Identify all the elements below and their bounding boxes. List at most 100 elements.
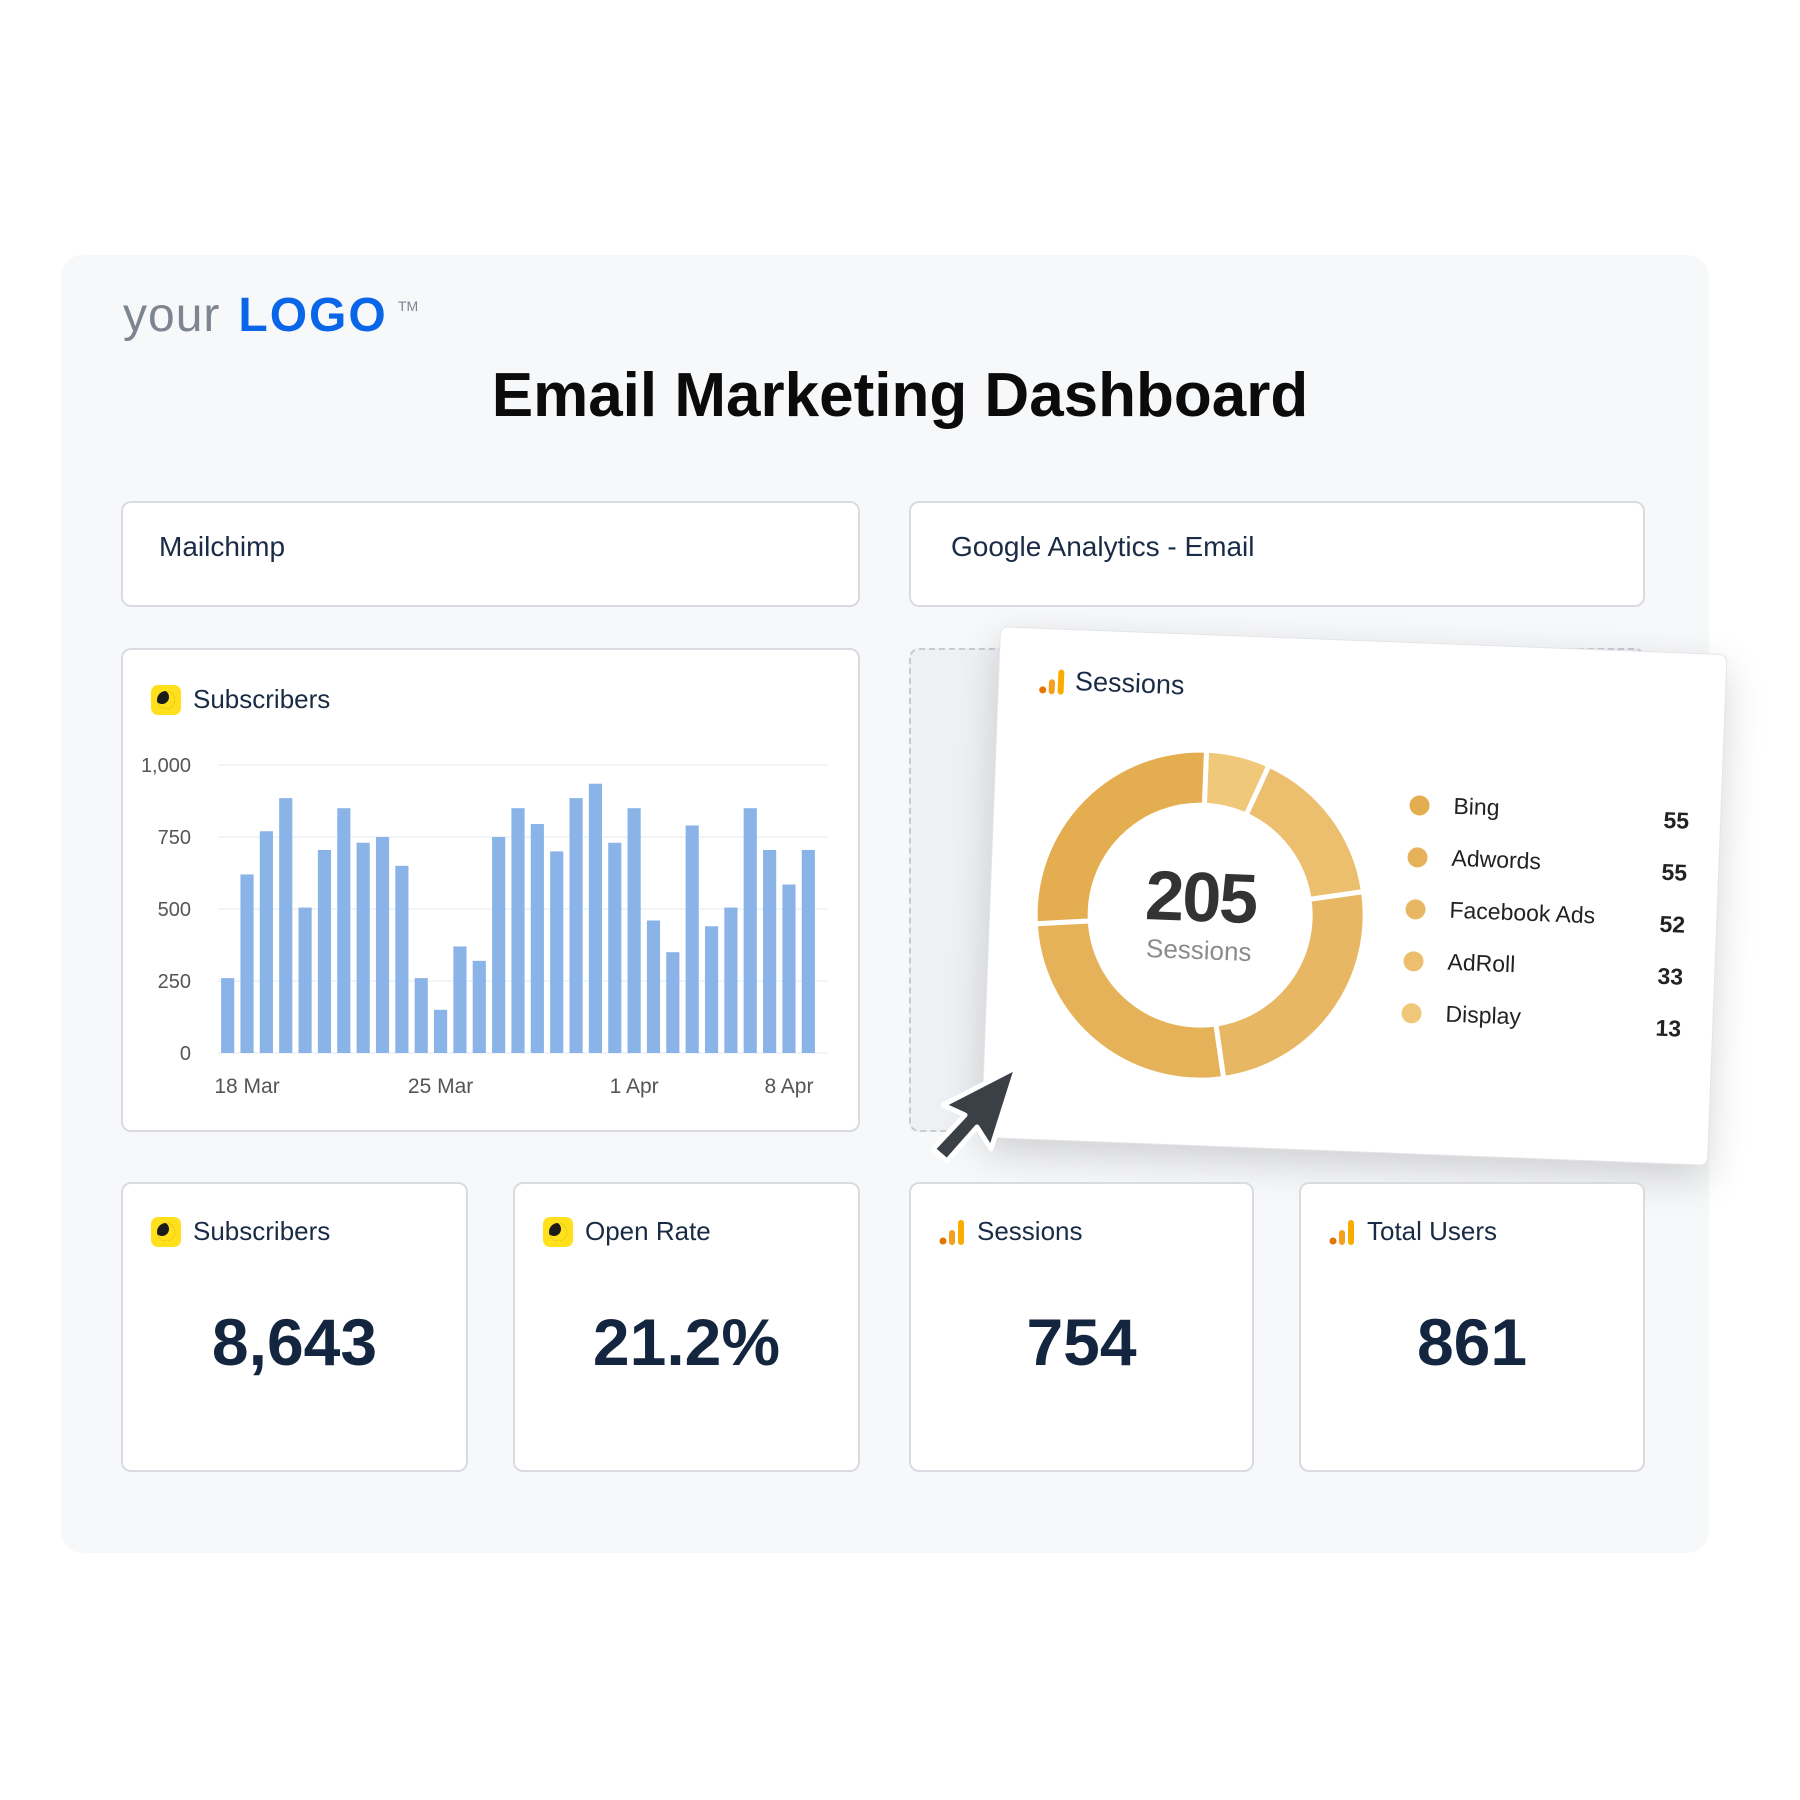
kpi-card-open-rate[interactable]: Open Rate 21.2% bbox=[513, 1182, 860, 1472]
sessions-donut-chart bbox=[1030, 744, 1368, 1083]
page-title: Email Marketing Dashboard bbox=[491, 361, 1309, 430]
donut-slice-bing[interactable] bbox=[1032, 744, 1210, 930]
y-tick-label: 750 bbox=[158, 827, 191, 849]
legend-dot bbox=[1409, 795, 1430, 816]
legend-label: Display bbox=[1445, 1000, 1522, 1030]
kpi-card-total-users[interactable]: Total Users 861 bbox=[1299, 1182, 1645, 1472]
subscriber-bar[interactable] bbox=[646, 920, 661, 1053]
sessions-widget-dragging[interactable]: Sessions 205 Sessions Bing 55 Adwords 55 Fac… bbox=[980, 626, 1728, 1166]
subscriber-bar[interactable] bbox=[434, 1009, 448, 1053]
legend-value: 55 bbox=[1663, 806, 1690, 834]
legend-item: Display 13 bbox=[1400, 999, 1682, 1062]
subscriber-bar[interactable] bbox=[279, 798, 293, 1053]
y-tick-label: 1,000 bbox=[141, 755, 191, 777]
legend-dot bbox=[1401, 1002, 1422, 1024]
subscribers-chart-title: Subscribers bbox=[151, 684, 330, 715]
subscriber-bar[interactable] bbox=[511, 808, 525, 1053]
legend-label: Bing bbox=[1453, 792, 1501, 821]
kpi-title-sessions: Sessions bbox=[939, 1216, 1083, 1247]
kpi-value-total-users: 861 bbox=[1416, 1305, 1528, 1379]
subscriber-bar[interactable] bbox=[317, 849, 332, 1053]
logo-your-text: your bbox=[123, 289, 221, 342]
kpi-value-subscribers: 8,643 bbox=[211, 1305, 378, 1379]
subscriber-bar[interactable] bbox=[743, 808, 757, 1053]
subscriber-bar[interactable] bbox=[259, 831, 273, 1053]
subscribers-bar-chart: 1,000 750 500 250 0 18 Mar 25 Mar 1 Apr 8 Apr bbox=[141, 755, 828, 1098]
y-tick-label: 500 bbox=[158, 899, 191, 921]
x-tick-label: 8 Apr bbox=[764, 1075, 813, 1098]
legend-label: Adwords bbox=[1451, 844, 1542, 875]
kpi-card-sessions[interactable]: Sessions 754 bbox=[909, 1182, 1254, 1472]
section-label-mailchimp: Mailchimp bbox=[159, 531, 286, 562]
legend-value: 13 bbox=[1655, 1014, 1682, 1042]
legend-label: AdRoll bbox=[1447, 948, 1516, 978]
analytics-icon bbox=[939, 1219, 964, 1245]
subscriber-bar[interactable] bbox=[608, 842, 622, 1053]
x-tick-label: 18 Mar bbox=[214, 1075, 279, 1098]
legend-dot bbox=[1407, 847, 1428, 868]
legend-value: 52 bbox=[1659, 910, 1686, 938]
subscribers-chart-card[interactable]: Subscribers 1,000 750 500 250 0 18 Mar 25 Mar 1… bbox=[121, 648, 860, 1132]
subscriber-bar[interactable] bbox=[298, 907, 312, 1053]
legend-dot bbox=[1405, 898, 1426, 920]
subscriber-bar[interactable] bbox=[240, 874, 254, 1053]
kpi-title-text: Open Rate bbox=[585, 1216, 711, 1246]
subscriber-bar[interactable] bbox=[782, 884, 796, 1053]
kpi-title-text: Sessions bbox=[977, 1216, 1083, 1246]
mailchimp-icon bbox=[151, 684, 181, 715]
sessions-donut: 205 Sessions bbox=[1024, 739, 1377, 1092]
kpi-title-total-users: Total Users bbox=[1329, 1216, 1497, 1247]
logo-mark-text: LOGO bbox=[238, 289, 388, 342]
kpi-title-text: Total Users bbox=[1367, 1216, 1498, 1246]
y-tick-label: 250 bbox=[158, 971, 191, 993]
kpi-title-subscribers: Subscribers bbox=[151, 1216, 330, 1247]
subscriber-bar[interactable] bbox=[588, 783, 602, 1053]
sessions-widget-title-text: Sessions bbox=[1074, 666, 1186, 701]
subscriber-bar[interactable] bbox=[801, 849, 815, 1053]
mailchimp-icon bbox=[151, 1216, 181, 1247]
subscribers-chart-title-text: Subscribers bbox=[193, 684, 331, 714]
subscriber-bar[interactable] bbox=[666, 952, 680, 1053]
subscriber-bar[interactable] bbox=[337, 808, 351, 1053]
legend-label: Facebook Ads bbox=[1449, 896, 1596, 929]
legend-value: 33 bbox=[1657, 962, 1684, 990]
logo-trademark: TM bbox=[398, 298, 419, 314]
kpi-value-open-rate: 21.2% bbox=[592, 1305, 781, 1379]
kpi-title-open-rate: Open Rate bbox=[543, 1216, 711, 1247]
subscriber-bar[interactable] bbox=[704, 926, 719, 1053]
legend-dot bbox=[1403, 950, 1424, 972]
kpi-title-text: Subscribers bbox=[193, 1216, 331, 1246]
subscriber-bar[interactable] bbox=[414, 978, 428, 1053]
subscriber-bar[interactable] bbox=[724, 907, 738, 1053]
sessions-legend: Bing 55 Adwords 55 Facebook Ads 52 AdRoll 33 Dis… bbox=[1400, 791, 1690, 1062]
subscriber-bar[interactable] bbox=[375, 837, 390, 1053]
subscriber-bar[interactable] bbox=[550, 851, 564, 1053]
section-header-mailchimp: Mailchimp bbox=[121, 501, 860, 607]
section-header-google-analytics: Google Analytics - Email bbox=[909, 501, 1645, 607]
subscriber-bar[interactable] bbox=[627, 808, 641, 1053]
mouse-cursor-icon bbox=[930, 1065, 1020, 1164]
kpi-value-sessions: 754 bbox=[1026, 1305, 1137, 1379]
legend-value: 55 bbox=[1661, 858, 1688, 886]
subscriber-bar[interactable] bbox=[492, 837, 506, 1053]
section-label-google-analytics: Google Analytics - Email bbox=[951, 531, 1255, 562]
subscriber-bar[interactable] bbox=[763, 849, 777, 1053]
subscriber-bar[interactable] bbox=[472, 960, 486, 1053]
subscriber-bar[interactable] bbox=[685, 825, 699, 1053]
mailchimp-icon bbox=[543, 1216, 573, 1247]
x-tick-label: 1 Apr bbox=[610, 1075, 659, 1098]
brand-logo: your LOGO TM bbox=[123, 288, 418, 358]
y-tick-label: 0 bbox=[180, 1043, 191, 1065]
subscriber-bar[interactable] bbox=[395, 865, 409, 1053]
analytics-icon bbox=[1329, 1219, 1354, 1245]
subscriber-bar[interactable] bbox=[356, 842, 370, 1053]
subscriber-bar[interactable] bbox=[221, 978, 235, 1053]
subscriber-bar[interactable] bbox=[530, 824, 544, 1053]
sessions-widget-title: Sessions bbox=[1038, 665, 1185, 702]
subscriber-bar[interactable] bbox=[569, 798, 583, 1053]
kpi-card-subscribers[interactable]: Subscribers 8,643 bbox=[121, 1182, 468, 1472]
donut-slice-facebook-ads[interactable] bbox=[1212, 886, 1368, 1083]
donut-slice-adwords[interactable] bbox=[1030, 918, 1230, 1083]
subscriber-bar[interactable] bbox=[453, 946, 467, 1053]
analytics-icon bbox=[1039, 669, 1065, 695]
